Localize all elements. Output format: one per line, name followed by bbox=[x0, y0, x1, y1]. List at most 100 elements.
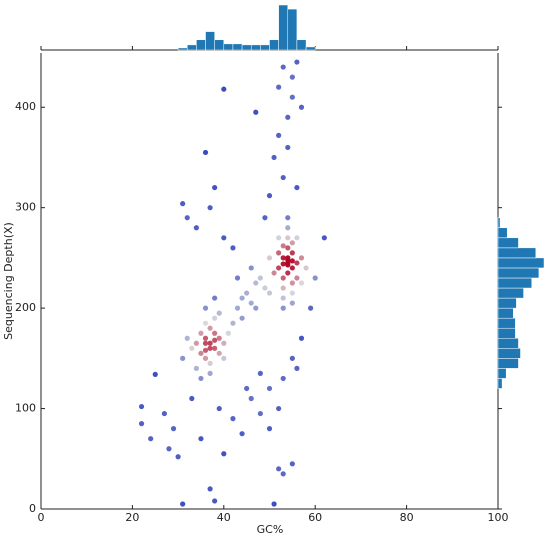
x-axis-label: GC% bbox=[257, 523, 284, 536]
point bbox=[202, 320, 209, 326]
top-hist-bar bbox=[186, 44, 197, 51]
point bbox=[248, 395, 254, 402]
point bbox=[212, 345, 218, 351]
point bbox=[212, 315, 218, 321]
point bbox=[280, 261, 286, 267]
point bbox=[280, 305, 286, 311]
point bbox=[276, 265, 282, 271]
right-hist-bar bbox=[497, 307, 514, 319]
point bbox=[230, 245, 236, 251]
top-hist-bar bbox=[305, 46, 316, 51]
point bbox=[294, 275, 300, 281]
point bbox=[180, 355, 186, 361]
x-tick-label: 80 bbox=[400, 511, 414, 524]
point bbox=[285, 144, 291, 151]
point bbox=[280, 295, 286, 301]
point bbox=[266, 193, 273, 199]
top-hist-bar bbox=[278, 4, 289, 51]
right-hist-bar bbox=[497, 297, 517, 309]
point bbox=[202, 347, 209, 353]
point bbox=[276, 132, 282, 138]
point bbox=[276, 235, 282, 241]
point bbox=[207, 340, 213, 346]
point bbox=[234, 275, 241, 281]
point bbox=[152, 371, 158, 378]
point bbox=[294, 59, 300, 65]
point bbox=[289, 355, 295, 361]
point bbox=[202, 149, 209, 156]
point bbox=[207, 345, 213, 351]
top-hist-bar bbox=[196, 39, 206, 51]
point bbox=[289, 240, 295, 246]
point bbox=[280, 174, 286, 181]
point bbox=[285, 215, 291, 221]
x-tick-label: 0 bbox=[38, 511, 45, 524]
point bbox=[294, 365, 300, 371]
point bbox=[289, 74, 295, 80]
right-hist-bar bbox=[497, 257, 545, 269]
point bbox=[221, 340, 227, 346]
point bbox=[170, 426, 177, 432]
point bbox=[212, 498, 218, 504]
point bbox=[262, 215, 268, 221]
top-hist-bar bbox=[269, 39, 279, 51]
x-tick-label: 60 bbox=[308, 511, 322, 524]
point bbox=[266, 385, 273, 392]
point bbox=[239, 295, 245, 301]
point bbox=[216, 350, 222, 356]
point bbox=[276, 405, 282, 412]
right-hist-bar bbox=[497, 327, 516, 339]
point bbox=[262, 285, 268, 291]
point bbox=[289, 250, 295, 256]
right-hist-bar bbox=[497, 378, 503, 389]
point bbox=[257, 410, 263, 417]
point bbox=[294, 235, 300, 241]
right-hist-bar bbox=[497, 277, 532, 289]
point bbox=[289, 300, 295, 306]
point bbox=[212, 295, 218, 301]
point bbox=[280, 243, 286, 249]
point bbox=[321, 235, 327, 241]
point bbox=[294, 260, 300, 266]
y-tick-label: 100 bbox=[15, 402, 36, 415]
point bbox=[257, 370, 263, 377]
point bbox=[266, 255, 273, 261]
point bbox=[161, 410, 167, 417]
point bbox=[202, 355, 209, 361]
point bbox=[280, 285, 286, 291]
point bbox=[244, 385, 250, 392]
point bbox=[180, 501, 186, 507]
top-hist-bar bbox=[205, 31, 215, 51]
point bbox=[180, 201, 186, 207]
point bbox=[225, 330, 231, 336]
point bbox=[271, 154, 277, 161]
right-hist-bar bbox=[497, 287, 524, 299]
point bbox=[253, 109, 259, 115]
point bbox=[207, 325, 213, 331]
point bbox=[212, 184, 218, 191]
point bbox=[248, 300, 254, 306]
point bbox=[289, 258, 295, 264]
point bbox=[189, 345, 195, 351]
point bbox=[216, 310, 222, 316]
point bbox=[230, 320, 236, 326]
point bbox=[207, 360, 213, 366]
point bbox=[285, 114, 291, 120]
point bbox=[221, 451, 227, 457]
point bbox=[198, 375, 204, 382]
point bbox=[289, 280, 295, 286]
right-hist-bar bbox=[497, 247, 537, 259]
point bbox=[198, 330, 204, 336]
point bbox=[216, 405, 222, 412]
point bbox=[193, 225, 199, 231]
right-hist-bar bbox=[497, 237, 519, 249]
point bbox=[202, 305, 209, 311]
point bbox=[166, 446, 172, 452]
point bbox=[289, 461, 295, 467]
right-hist-bar bbox=[497, 267, 540, 279]
point bbox=[212, 330, 218, 336]
point bbox=[289, 265, 295, 271]
point bbox=[285, 235, 291, 241]
point bbox=[221, 355, 227, 361]
point bbox=[276, 250, 282, 256]
